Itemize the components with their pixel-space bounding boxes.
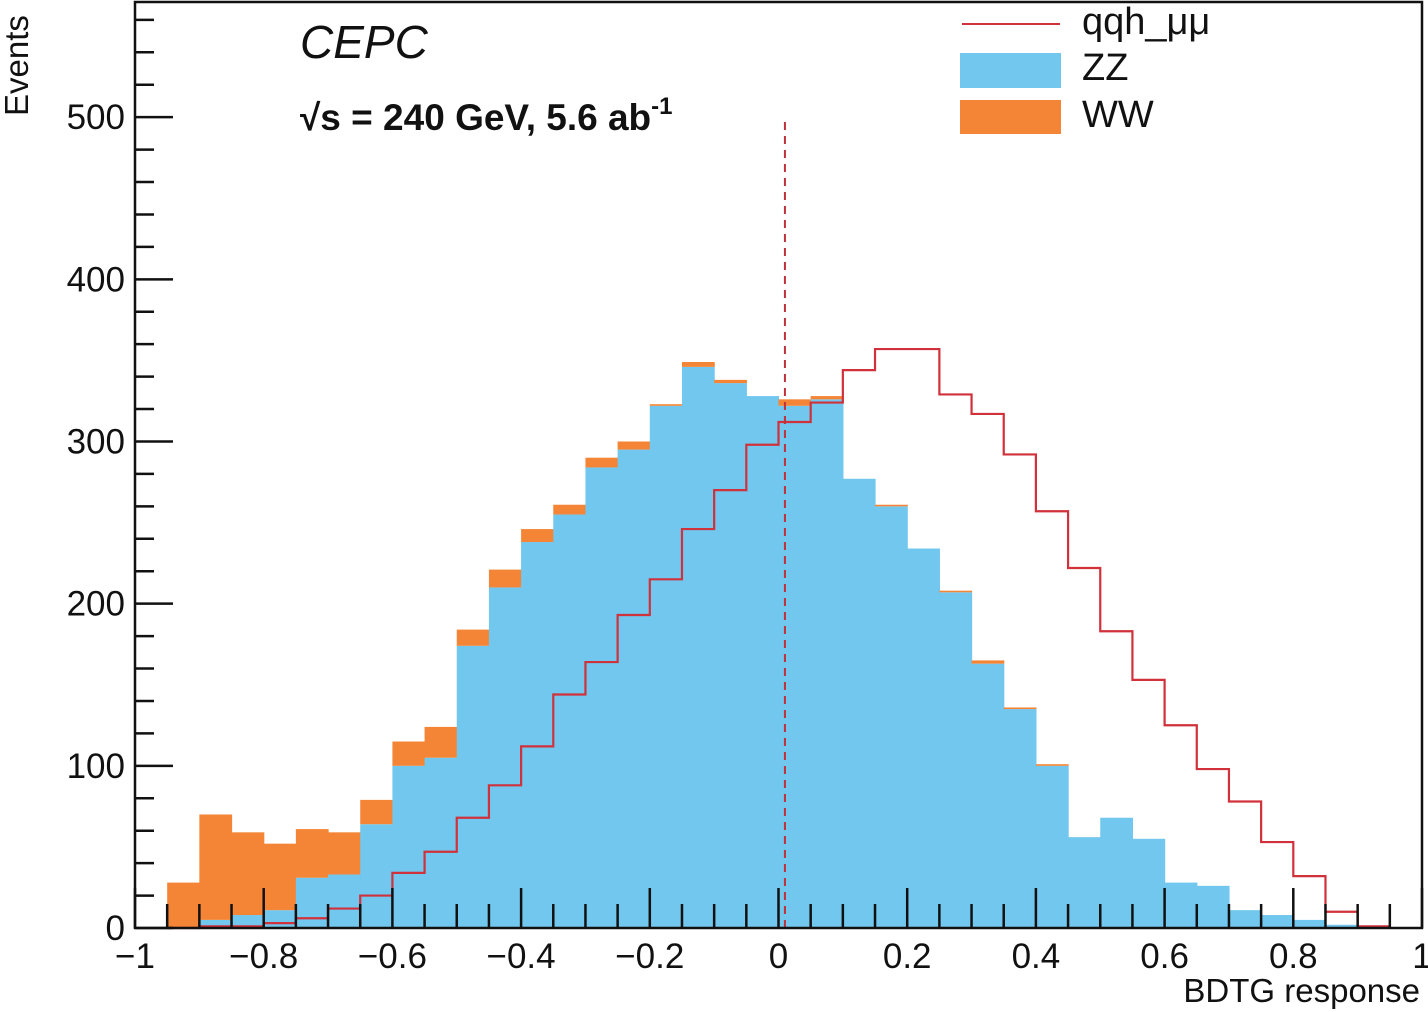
energy-luminosity-label: √s = 240 GeV, 5.6 ab-1 [300, 93, 673, 138]
y-tick-label: 200 [67, 585, 125, 624]
zz-bar [521, 542, 554, 928]
zz-bar [810, 399, 844, 928]
y-tick-label: 500 [67, 98, 125, 137]
ww-bar [488, 569, 522, 588]
legend-swatch-zz [960, 53, 1061, 88]
zz-bar [328, 874, 361, 928]
y-tick-label: 300 [67, 422, 125, 461]
zz-bar [1261, 915, 1294, 928]
zz-bar [875, 506, 908, 928]
ww-bar [263, 843, 297, 911]
legend-label-qqh: qqh_μμ [1082, 1, 1210, 43]
zz-bar [1068, 837, 1101, 928]
x-tick-label: 1 [1412, 937, 1428, 976]
ww-bar [1003, 707, 1037, 710]
zz-bar [714, 383, 747, 928]
x-axis-title: BDTG response [1183, 972, 1420, 1009]
zz-bar [617, 449, 651, 928]
zz-bar [842, 478, 876, 928]
ww-bar [681, 362, 715, 367]
zz-bar [1100, 817, 1134, 928]
ww-bar [521, 529, 554, 543]
ww-bar [553, 504, 587, 515]
zz-bar [585, 467, 619, 928]
y-tick-label: 0 [106, 909, 125, 948]
zz-bar [971, 663, 1005, 928]
zz-bar [1196, 885, 1230, 928]
zz-bar [1035, 765, 1069, 928]
experiment-label: CEPC [300, 16, 429, 68]
ww-bar [810, 396, 844, 400]
x-tick-label: 0.8 [1269, 937, 1318, 976]
qqh-mumu-step-line [167, 347, 1391, 930]
zz-bar [1003, 709, 1037, 928]
ww-bar [585, 457, 619, 468]
x-tick-label: −0.8 [229, 937, 298, 976]
ww-bar [231, 832, 265, 916]
ww-bar [424, 726, 458, 758]
legend-swatch-ww [960, 100, 1061, 134]
tick-labels: −1 −0.8 −0.6 −0.4 −0.2 0 0.2 0.4 0.6 0.8 1 0 100 200 3… [67, 98, 1428, 976]
ww-bar [456, 629, 490, 646]
zz-bar [553, 514, 587, 928]
ww-bar [1035, 764, 1069, 766]
zz-bar [392, 765, 426, 928]
x-tick-label: 0.6 [1140, 937, 1189, 976]
legend: qqh_μμ ZZ WW [960, 1, 1210, 136]
ww-bar [778, 399, 812, 406]
zz-bar [1132, 838, 1166, 928]
ww-bar [875, 504, 908, 507]
y-tick-label: 400 [67, 260, 125, 299]
zz-bar [1164, 882, 1198, 928]
zz-bar [1325, 924, 1359, 928]
zz-bar [488, 587, 522, 928]
ww-bar [617, 441, 651, 450]
x-tick-label: −0.2 [615, 937, 684, 976]
zz-bar [231, 915, 265, 928]
zz-bar [681, 366, 715, 928]
ww-bar [199, 814, 233, 920]
zz-bar [778, 405, 812, 928]
ww-bar [649, 404, 683, 406]
y-tick-label: 100 [67, 747, 125, 786]
zz-bar [746, 396, 780, 929]
ww-bar [392, 741, 426, 766]
ww-bar [714, 379, 747, 384]
x-tick-label: 0 [769, 937, 788, 976]
ww-bar [167, 882, 200, 928]
zz-bar [456, 645, 490, 928]
zz-bar [424, 757, 458, 928]
legend-label-zz: ZZ [1082, 47, 1128, 89]
x-tick-label: −0.6 [358, 937, 427, 976]
ww-bar [971, 660, 1005, 664]
zz-bar [649, 405, 683, 928]
zz-bar [263, 910, 297, 928]
ww-bar [295, 829, 329, 878]
histogram-bars [167, 362, 1359, 929]
y-axis-title: Events [0, 15, 35, 116]
zz-bar [360, 824, 393, 928]
zz-bar [1293, 919, 1327, 928]
zz-bar [907, 548, 940, 928]
ww-bar [939, 590, 973, 593]
x-tick-label: −0.4 [487, 937, 556, 976]
legend-label-ww: WW [1082, 94, 1154, 136]
energy-luminosity-text: √s = 240 GeV, 5.6 ab [300, 97, 651, 138]
zz-bar [199, 919, 233, 928]
luminosity-exponent: -1 [651, 93, 672, 120]
zz-bar [939, 592, 973, 928]
x-tick-label: −1 [115, 937, 155, 976]
signal-step-line [167, 347, 1391, 930]
x-tick-label: 0.2 [883, 937, 932, 976]
ww-bar [328, 832, 361, 875]
zz-bar [1228, 910, 1262, 928]
x-tick-label: 0.4 [1012, 937, 1061, 976]
ww-bar [360, 799, 393, 825]
zz-bar [295, 877, 329, 928]
axes [133, 0, 1424, 930]
